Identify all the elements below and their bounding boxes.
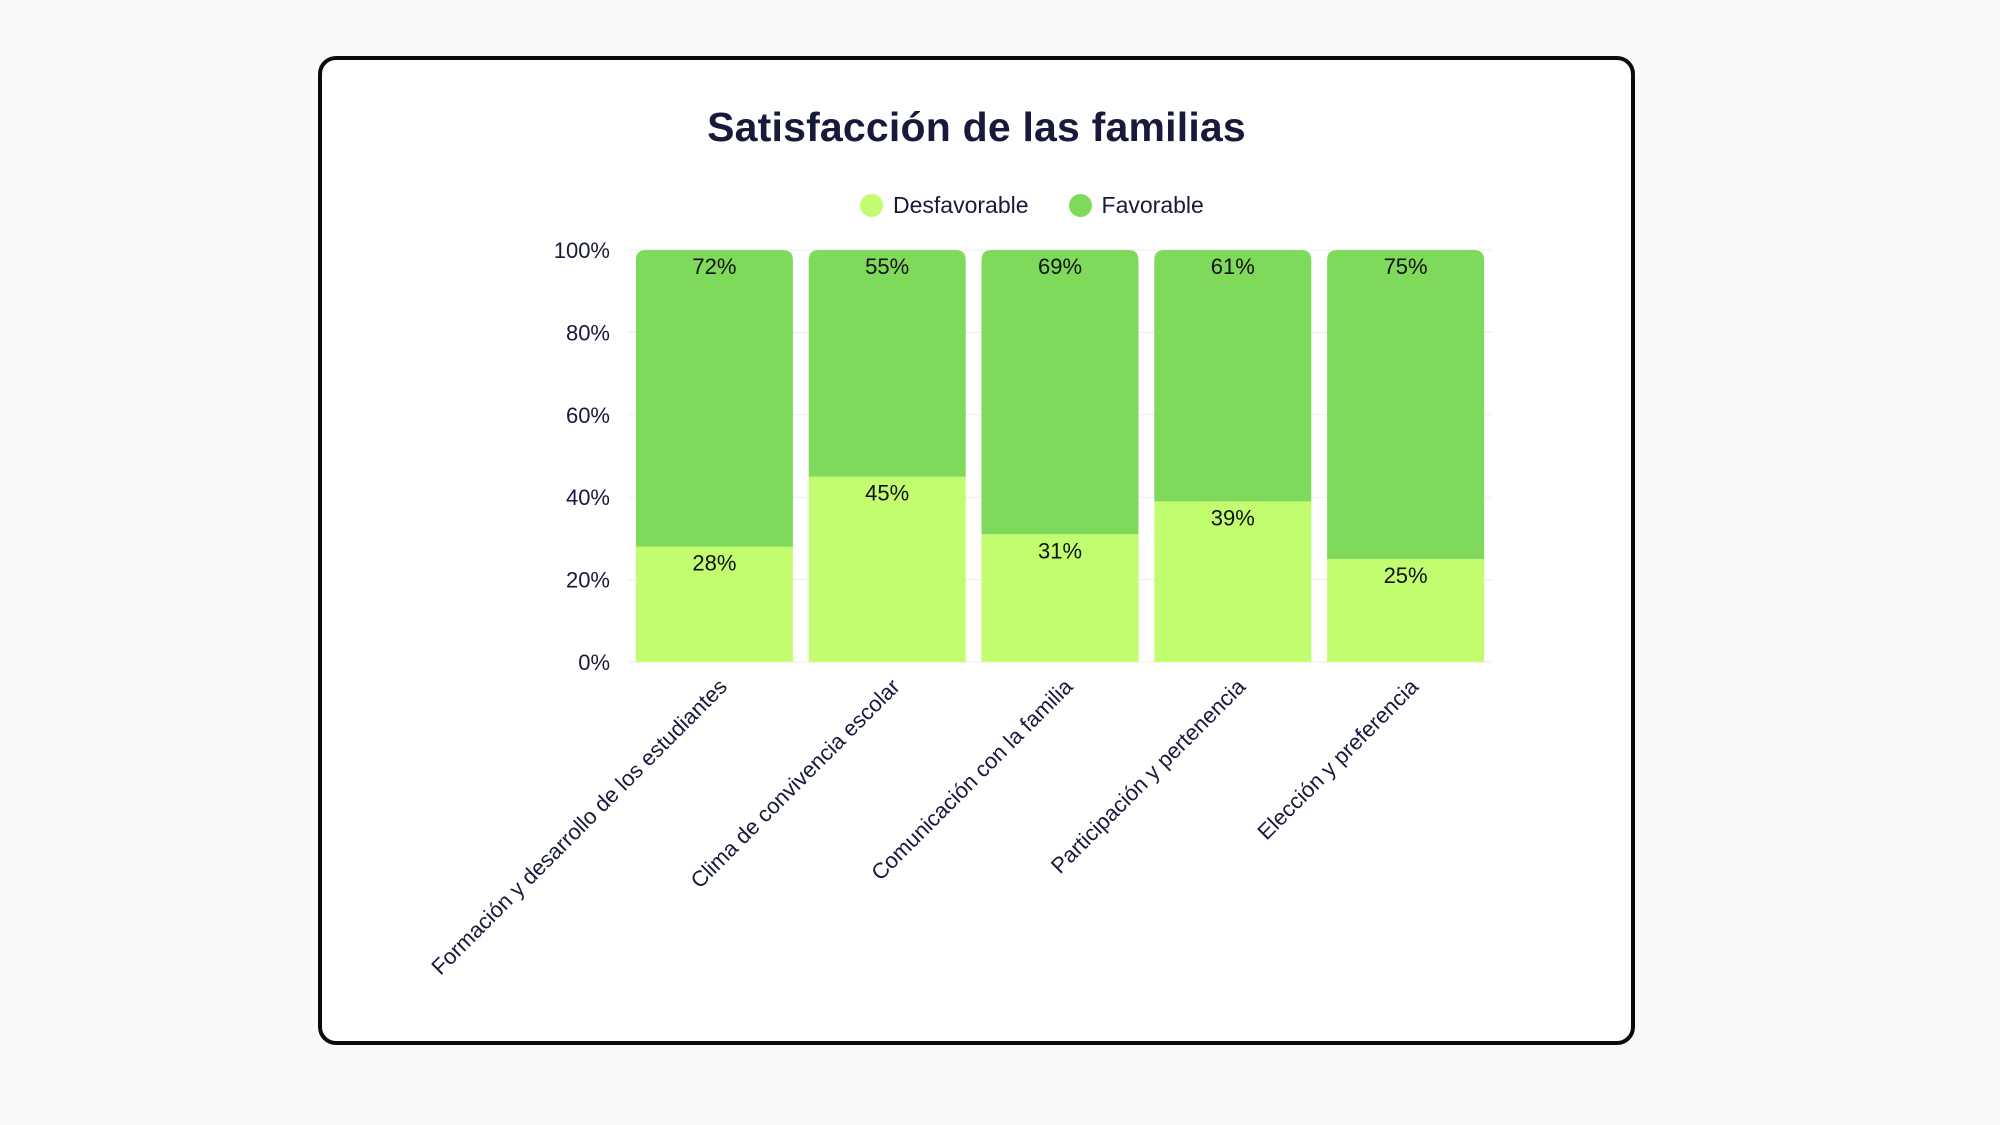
y-tick-label: 80%	[566, 320, 610, 345]
legend-item-desfavorable: Desfavorable	[860, 192, 1029, 219]
bar-segment-desfavorable	[635, 546, 793, 662]
bar-segment-desfavorable	[1154, 501, 1312, 662]
legend-label-desfavorable: Desfavorable	[893, 192, 1029, 218]
legend: Desfavorable Favorable	[860, 192, 1204, 219]
data-label: 31%	[1038, 538, 1082, 563]
data-label: 61%	[1211, 254, 1255, 279]
bar-segment-favorable	[808, 250, 966, 477]
x-tick-label: Elección y preferencia	[1252, 673, 1423, 844]
legend-label-favorable: Favorable	[1101, 192, 1204, 218]
data-label: 75%	[1384, 254, 1428, 279]
data-label: 72%	[692, 254, 736, 279]
bar-segment-favorable	[635, 250, 793, 547]
data-label: 39%	[1211, 505, 1255, 530]
bar-segment-favorable	[981, 250, 1139, 535]
bar-segment-desfavorable	[1327, 559, 1485, 662]
bar-segment-favorable	[1327, 250, 1485, 559]
chart-title: Satisfacción de las familias	[707, 104, 1246, 150]
data-label: 69%	[1038, 254, 1082, 279]
x-tick-label: Comunicación con la familia	[866, 673, 1078, 885]
x-tick-label: Formación y desarrollo de los estudiante…	[426, 674, 732, 980]
x-tick-label: Clima de convivencia escolar	[686, 674, 905, 893]
data-label: 25%	[1384, 563, 1428, 588]
bar-segment-desfavorable	[981, 534, 1139, 662]
legend-item-favorable: Favorable	[1068, 192, 1204, 219]
y-tick-label: 60%	[566, 403, 610, 428]
x-tick-label: Participación y pertenencia	[1046, 673, 1251, 878]
y-tick-label: 40%	[566, 485, 610, 510]
y-tick-label: 0%	[578, 650, 610, 675]
legend-swatch-desfavorable	[860, 194, 883, 217]
y-tick-label: 20%	[566, 568, 610, 593]
bar-segment-desfavorable	[808, 476, 966, 662]
legend-swatch-favorable	[1068, 194, 1092, 217]
data-label: 45%	[865, 481, 909, 506]
data-label: 28%	[692, 551, 736, 576]
y-tick-label: 100%	[554, 238, 610, 263]
bar-segment-favorable	[1154, 250, 1312, 502]
data-label: 55%	[865, 254, 909, 279]
